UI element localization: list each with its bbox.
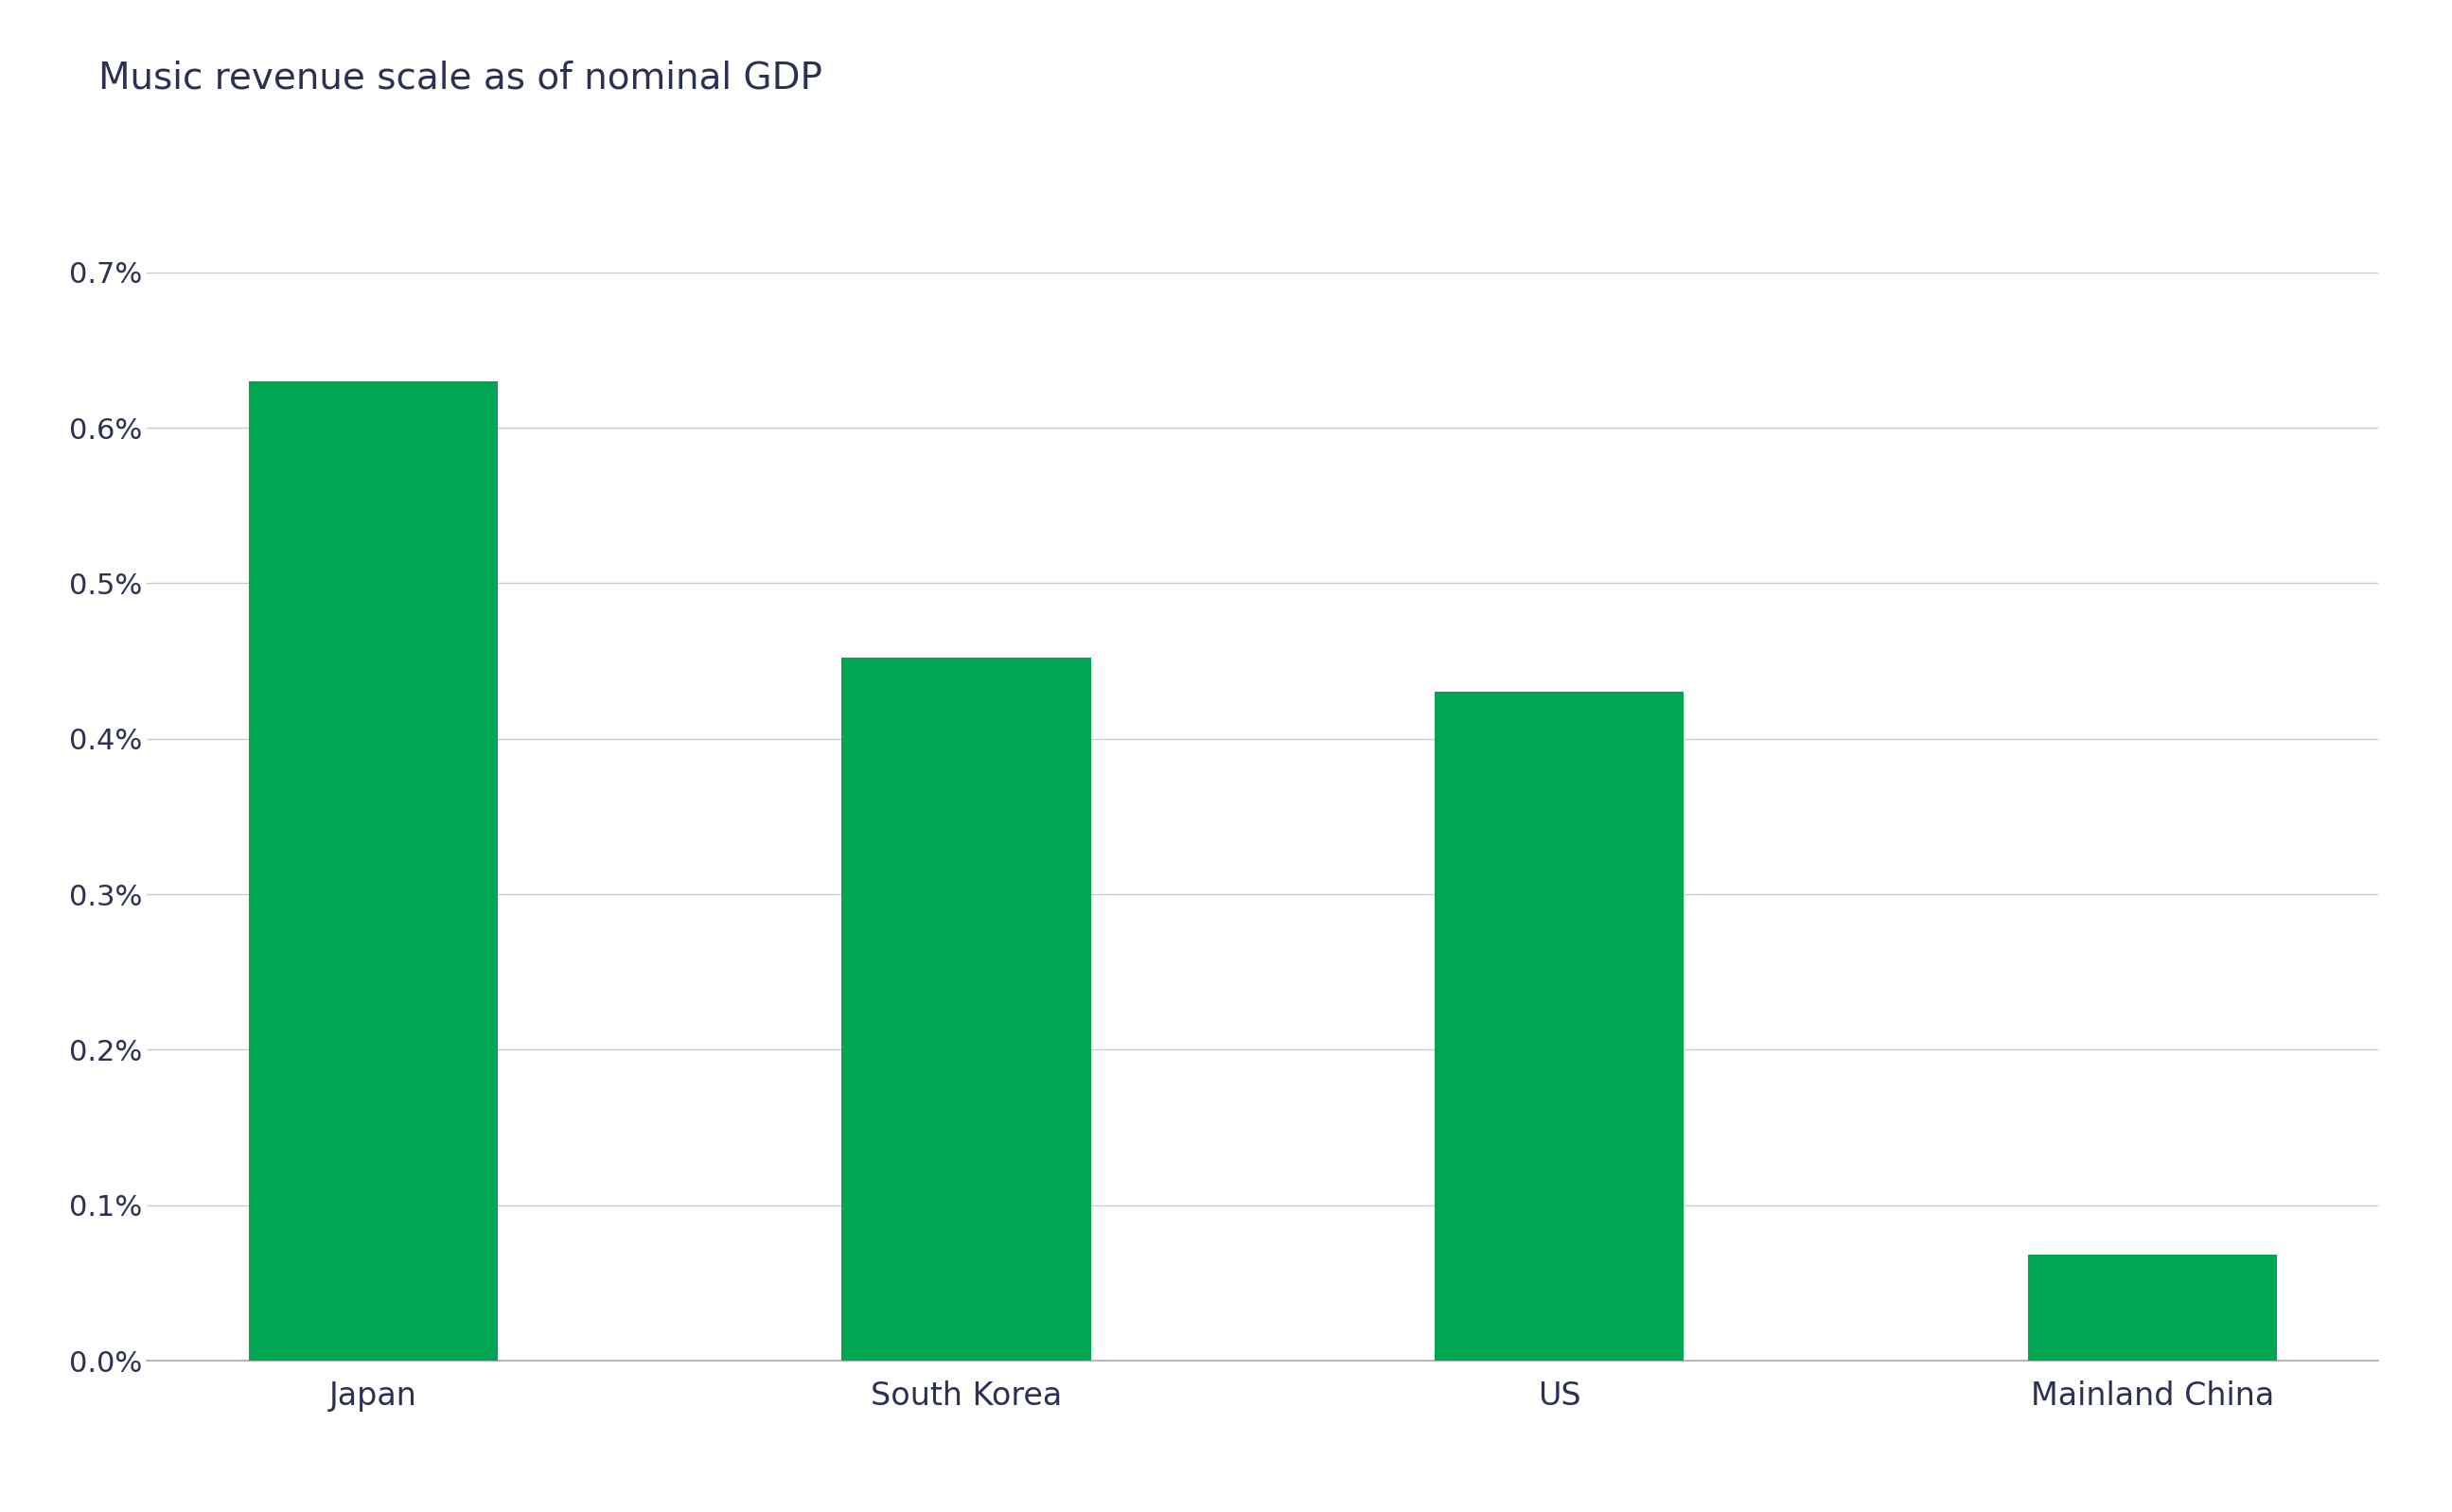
Bar [248,381,498,1361]
Bar [1434,692,1685,1361]
Text: Music revenue scale as of nominal GDP: Music revenue scale as of nominal GDP [98,60,821,97]
Bar [2028,1255,2278,1361]
Bar [841,658,1091,1361]
